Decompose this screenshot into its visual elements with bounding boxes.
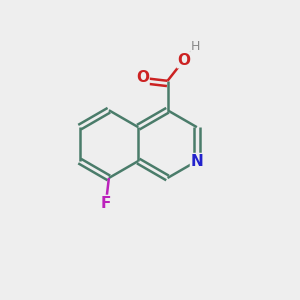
Text: N: N [190, 154, 203, 169]
Text: O: O [136, 70, 149, 86]
Text: F: F [101, 196, 111, 211]
Text: O: O [177, 53, 190, 68]
Text: H: H [191, 40, 200, 53]
